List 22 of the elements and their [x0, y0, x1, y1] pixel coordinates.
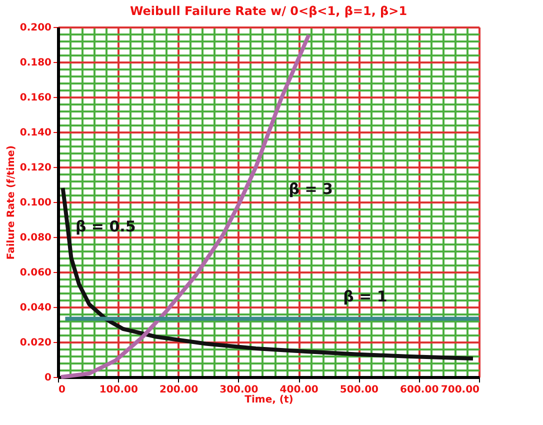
- x-tick-label: 200.00: [159, 384, 198, 396]
- y-tick-label: 0: [44, 372, 52, 384]
- y-tick-label: 0.020: [20, 338, 52, 348]
- y-axis-title: Failure Rate (f/time): [6, 145, 17, 260]
- x-tick-label: 0: [58, 384, 66, 396]
- y-tick-label: 0.040: [20, 302, 52, 314]
- y-tick-label: 0.160: [20, 92, 52, 104]
- chart-title: Weibull Failure Rate w/ 0<β<1, β=1, β>1: [130, 4, 408, 18]
- y-tick-label: 0.100: [20, 198, 52, 208]
- y-tick-label: 0.120: [20, 162, 52, 174]
- y-tick-label: 0.180: [20, 58, 52, 68]
- y-tick-label: 0.060: [20, 268, 52, 278]
- x-tick-label: 700.00: [440, 384, 480, 396]
- y-tick-label: 0.200: [20, 22, 52, 34]
- x-tick-label: 100.00: [99, 384, 138, 396]
- y-tick-label: 0.140: [20, 128, 52, 138]
- y-tick-label: 0.080: [20, 232, 52, 244]
- x-tick-label: 500.00: [340, 384, 379, 396]
- x-tick-label: 300.00: [220, 384, 258, 396]
- x-tick-label: 600.00: [400, 384, 439, 396]
- x-axis-title: Time, (t): [244, 394, 294, 406]
- x-tick-label: 400.00: [280, 384, 318, 396]
